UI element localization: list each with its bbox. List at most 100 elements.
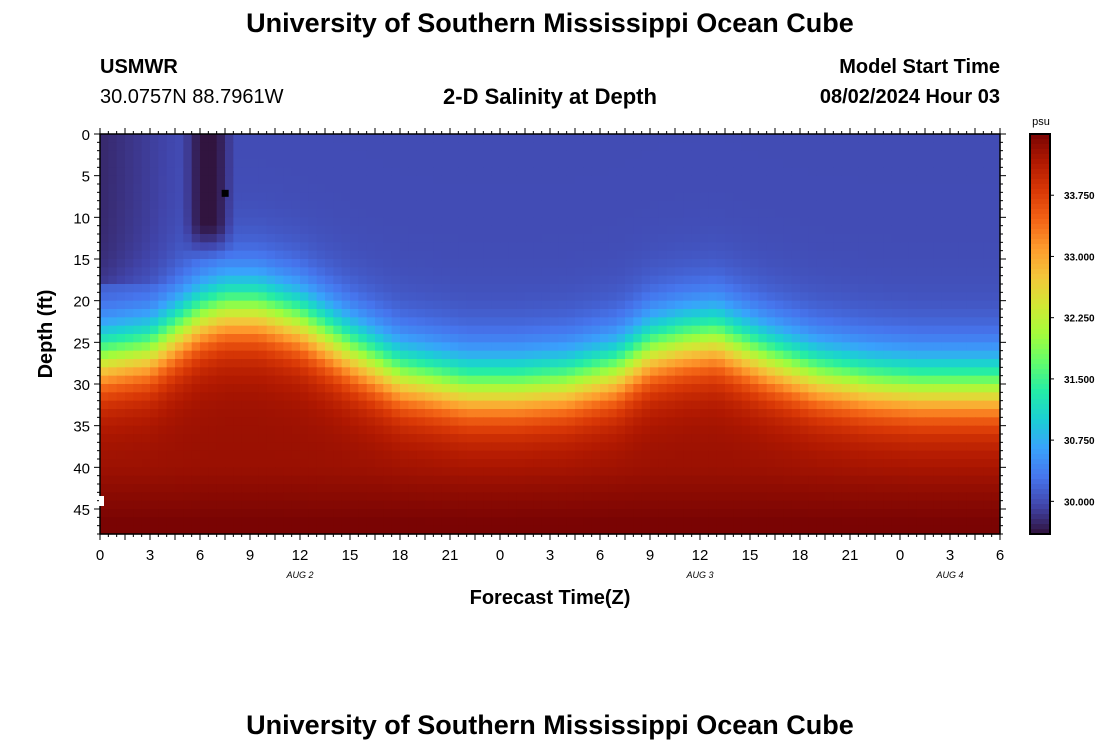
heatmap-cell bbox=[783, 267, 793, 277]
heatmap-cell bbox=[166, 384, 176, 393]
heatmap-cell bbox=[583, 142, 593, 152]
heatmap-cell bbox=[841, 159, 851, 168]
heatmap-cell bbox=[950, 134, 959, 143]
heatmap-cell bbox=[566, 509, 576, 518]
heatmap-cell bbox=[333, 417, 343, 427]
heatmap-cell bbox=[841, 400, 851, 410]
heatmap-cell bbox=[591, 217, 601, 227]
heatmap-cell bbox=[641, 350, 651, 360]
heatmap-cell bbox=[175, 334, 184, 343]
heatmap-cell bbox=[700, 509, 709, 518]
heatmap-cell bbox=[566, 217, 576, 227]
heatmap-cell bbox=[883, 150, 893, 160]
heatmap-cell bbox=[450, 509, 459, 518]
heatmap-cell bbox=[291, 442, 301, 452]
heatmap-cell bbox=[250, 242, 259, 252]
heatmap-cell bbox=[350, 167, 359, 177]
heatmap-cell bbox=[258, 484, 268, 493]
heatmap-cell bbox=[516, 325, 526, 335]
heatmap-cell bbox=[108, 375, 118, 385]
heatmap-cell bbox=[541, 242, 551, 252]
heatmap-cell bbox=[225, 259, 234, 268]
heatmap-cell bbox=[750, 292, 759, 302]
heatmap-cell bbox=[625, 267, 634, 277]
heatmap-cell bbox=[533, 309, 543, 318]
heatmap-cell bbox=[608, 242, 618, 252]
heatmap-cell bbox=[925, 475, 934, 485]
heatmap-cell bbox=[716, 284, 726, 293]
heatmap-cell bbox=[850, 292, 859, 302]
heatmap-cell bbox=[566, 234, 576, 243]
heatmap-cell bbox=[325, 425, 334, 435]
heatmap-cell bbox=[125, 359, 134, 368]
heatmap-cell bbox=[200, 325, 209, 335]
heatmap-cell bbox=[150, 467, 159, 477]
heatmap-cell bbox=[866, 175, 876, 185]
heatmap-cell bbox=[675, 375, 684, 385]
heatmap-cell bbox=[891, 142, 901, 152]
heatmap-cell bbox=[441, 434, 451, 443]
heatmap-cell bbox=[625, 442, 634, 452]
heatmap-cell bbox=[558, 200, 568, 210]
heatmap-cell bbox=[183, 209, 193, 218]
heatmap-cell bbox=[133, 442, 143, 452]
heatmap-cell bbox=[933, 175, 943, 185]
heatmap-cell bbox=[775, 300, 784, 310]
heatmap-cell bbox=[725, 167, 734, 177]
heatmap-cell bbox=[933, 300, 943, 310]
heatmap-cell bbox=[875, 259, 884, 268]
heatmap-cell bbox=[175, 309, 184, 318]
heatmap-cell bbox=[550, 167, 559, 177]
heatmap-cell bbox=[408, 342, 418, 352]
heatmap-cell bbox=[291, 309, 301, 318]
heatmap-cell bbox=[750, 442, 759, 452]
heatmap-cell bbox=[841, 359, 851, 368]
heatmap-cell bbox=[733, 375, 743, 385]
heatmap-cell bbox=[141, 200, 151, 210]
heatmap-cell bbox=[491, 400, 501, 410]
heatmap-cell bbox=[875, 409, 884, 418]
heatmap-cell bbox=[625, 284, 634, 293]
heatmap-cell bbox=[675, 442, 684, 452]
heatmap-cell bbox=[225, 409, 234, 418]
heatmap-cell bbox=[875, 209, 884, 218]
heatmap-cell bbox=[566, 259, 576, 268]
heatmap-cell bbox=[425, 167, 434, 177]
heatmap-cell bbox=[475, 392, 484, 402]
heatmap-cell bbox=[733, 334, 743, 343]
heatmap-cell bbox=[425, 200, 434, 210]
heatmap-cell bbox=[233, 284, 243, 293]
heatmap-cell bbox=[666, 175, 676, 185]
heatmap-cell bbox=[141, 467, 151, 477]
heatmap-cell bbox=[833, 434, 843, 443]
heatmap-cell bbox=[500, 317, 509, 327]
heatmap-cell bbox=[433, 434, 443, 443]
heatmap-cell bbox=[633, 492, 643, 502]
heatmap-cell bbox=[925, 242, 934, 252]
heatmap-cell bbox=[166, 350, 176, 360]
heatmap-cell bbox=[683, 484, 693, 493]
heatmap-cell bbox=[983, 459, 993, 468]
heatmap-cell bbox=[216, 375, 226, 385]
heatmap-cell bbox=[291, 350, 301, 360]
heatmap-cell bbox=[483, 209, 493, 218]
heatmap-cell bbox=[350, 225, 359, 235]
heatmap-cell bbox=[983, 400, 993, 410]
heatmap-cell bbox=[216, 417, 226, 427]
heatmap-cell bbox=[366, 450, 376, 460]
heatmap-cell bbox=[616, 467, 626, 477]
heatmap-cell bbox=[908, 475, 918, 485]
heatmap-cell bbox=[541, 317, 551, 327]
heatmap-cell bbox=[125, 425, 134, 435]
heatmap-cell bbox=[858, 167, 868, 177]
heatmap-cell bbox=[600, 367, 609, 377]
heatmap-cell bbox=[533, 425, 543, 435]
heatmap-cell bbox=[550, 417, 559, 427]
heatmap-cell bbox=[325, 142, 334, 152]
heatmap-cell bbox=[191, 217, 201, 227]
heatmap-cell bbox=[808, 509, 818, 518]
heatmap-cell bbox=[416, 292, 426, 302]
heatmap-cell bbox=[350, 475, 359, 485]
heatmap-cell bbox=[666, 259, 676, 268]
heatmap-cell bbox=[350, 250, 359, 260]
